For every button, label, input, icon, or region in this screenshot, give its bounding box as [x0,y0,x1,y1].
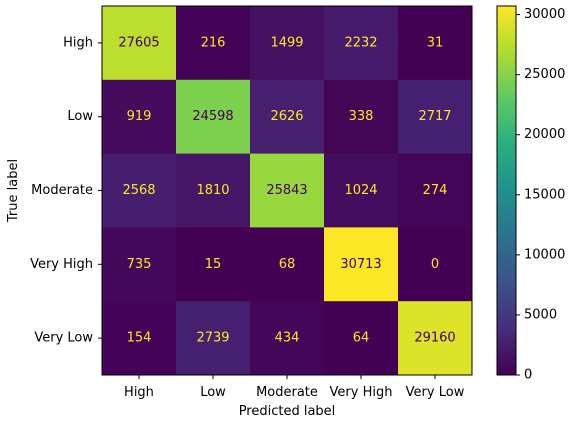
cell-value-label: 216 [201,35,226,50]
heatmap-cell [102,79,177,155]
heatmap-cell [102,6,177,81]
heatmap-cell [176,79,251,155]
cell-value-label: 2626 [270,109,303,124]
cell-value-label: 64 [353,331,370,346]
heatmap-cell [398,79,473,155]
cell-value-label: 1810 [196,183,229,198]
y-tick-label: Low [67,109,93,124]
heatmap-cell [324,6,399,81]
heatmap-cell [176,153,251,228]
cell-value-label: 919 [127,109,152,124]
heatmap-cell [250,79,325,155]
heatmap-cell [250,153,325,228]
cell-value-label: 154 [127,331,152,346]
heatmap-cell [398,227,473,302]
colorbar-tick-label: 25000 [524,67,565,82]
heatmap-cell [324,79,399,155]
x-axis-label: Predicted label [239,404,336,419]
cell-value-label: 68 [279,257,296,272]
heatmap-cell [102,153,177,228]
x-tick-label: Low [200,385,226,400]
heatmap-cell [398,153,473,228]
heatmap-cell [176,227,251,302]
x-tick-label: High [124,385,154,400]
cell-value-label: 1024 [344,183,377,198]
colorbar-tick-label: 20000 [524,127,565,142]
y-tick-label: High [63,35,93,50]
colorbar-tick-label: 30000 [524,7,565,22]
y-tick-label: Very High [30,257,93,272]
heatmap-cell [398,301,473,376]
cell-value-label: 2739 [196,331,229,346]
colorbar-tick-label: 5000 [524,307,557,322]
x-tick-label: Very Low [406,385,465,400]
cell-value-label: 25843 [266,183,307,198]
cell-value-label: 31 [427,35,444,50]
x-tick-label: Moderate [256,385,318,400]
heatmap-cell [176,6,251,81]
y-axis-label: True label [6,159,21,223]
x-tick-label: Very High [330,385,393,400]
y-tick-label: Very Low [34,331,93,346]
y-tick-label: Moderate [31,183,93,198]
heatmap-cell [102,301,177,376]
heatmap-cell [176,301,251,376]
heatmap-cell [250,227,325,302]
cell-value-label: 1499 [270,35,303,50]
x-axis-ticks: High Low Moderate Very High Very Low [124,375,465,400]
heatmap-cell [324,153,399,228]
y-axis-ticks: High Low Moderate Very High Very Low [30,35,102,346]
cell-value-label: 0 [431,257,439,272]
heatmap-cell [324,301,399,376]
cell-value-label: 27605 [118,35,159,50]
heatmap-cell [102,227,177,302]
colorbar [496,5,517,376]
cell-value-label: 30713 [340,257,381,272]
colorbar-tick-label: 10000 [524,247,565,262]
cell-value-label: 274 [423,183,448,198]
cell-value-label: 735 [127,257,152,272]
colorbar-ticks: 0 5000 10000 15000 20000 25000 30000 [516,7,565,383]
colorbar-tick-label: 0 [524,368,532,383]
heatmap-cells: 27605 216 1499 2232 31 919 24598 2626 338 2717 256… [102,6,473,376]
cell-value-label: 29160 [414,331,455,346]
cell-value-label: 15 [205,257,222,272]
cell-value-label: 338 [349,109,374,124]
cell-value-label: 434 [275,331,300,346]
colorbar-tick-label: 15000 [524,187,565,202]
cell-value-label: 2232 [344,35,377,50]
heatmap-cell [324,227,399,302]
heatmap-cell [250,301,325,376]
cell-value-label: 2568 [122,183,155,198]
heatmap-cell [398,6,473,81]
heatmap-cell [250,6,325,81]
cell-value-label: 2717 [418,109,451,124]
cell-value-label: 24598 [192,109,233,124]
